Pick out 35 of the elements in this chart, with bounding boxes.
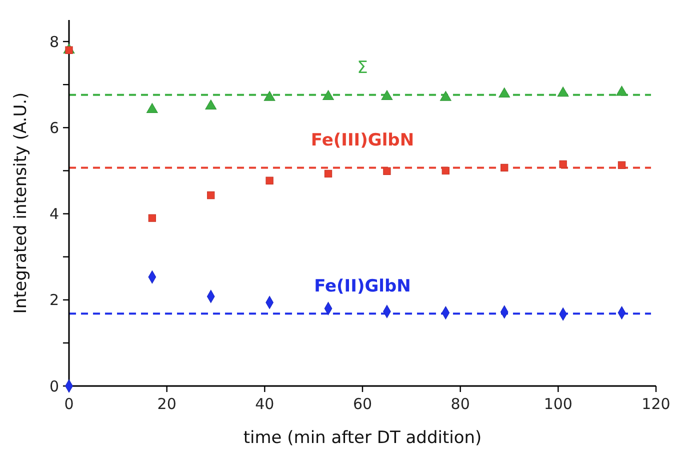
y-tick-label: 6 [49, 118, 59, 137]
point [442, 166, 450, 175]
x-tick-label: 120 [642, 395, 670, 413]
x-tick-label: 60 [352, 395, 372, 413]
point [557, 86, 569, 97]
y-tick-label: 0 [49, 377, 59, 396]
point [264, 91, 276, 101]
x-tick-label: 0 [64, 395, 74, 413]
point [322, 90, 334, 100]
series-label: Σ [357, 58, 368, 78]
y-axis-title: Integrated intensity (A.U.) [11, 92, 31, 314]
point [559, 160, 567, 168]
point [324, 170, 332, 178]
x-axis-title: time (min after DT addition) [243, 428, 482, 448]
series-label: Fe(III)GlbN [310, 130, 414, 151]
point [440, 91, 452, 101]
point [205, 100, 217, 110]
y-tick-label: 2 [49, 291, 59, 310]
x-tick-label: 40 [255, 395, 274, 413]
y-tick-label: 4 [49, 205, 59, 224]
point [500, 164, 508, 172]
point [266, 176, 274, 184]
point [616, 86, 628, 96]
point [383, 167, 391, 175]
x-tick-label: 100 [544, 395, 572, 413]
x-tick-label: 20 [157, 395, 176, 413]
point [207, 191, 215, 200]
x-tick-label: 80 [450, 395, 470, 413]
series-label: Fe(II)GlbN [314, 276, 411, 297]
point [146, 103, 158, 113]
point [498, 88, 510, 98]
point [618, 161, 626, 169]
point [381, 90, 393, 100]
y-tick-label: 8 [49, 32, 59, 51]
point [148, 214, 156, 222]
